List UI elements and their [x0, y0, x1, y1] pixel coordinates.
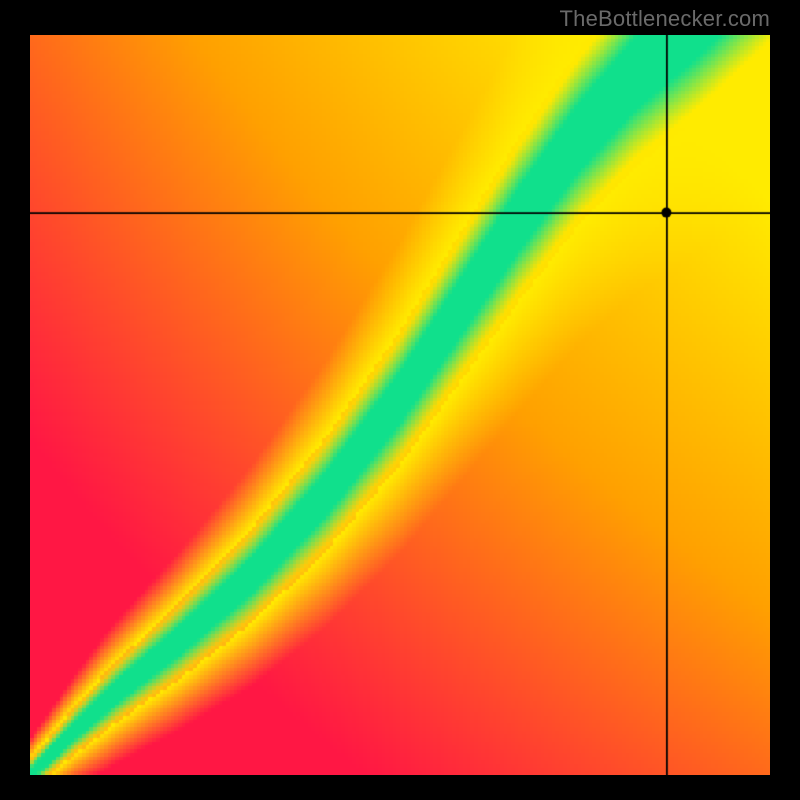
chart-frame: TheBottlenecker.com — [0, 0, 800, 800]
bottleneck-heatmap — [30, 35, 770, 775]
watermark-text: TheBottlenecker.com — [560, 6, 770, 32]
